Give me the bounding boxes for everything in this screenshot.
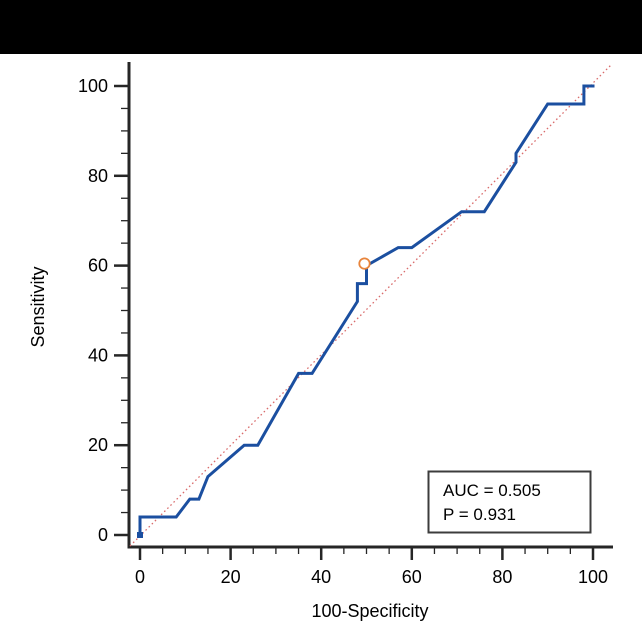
y-tick-label: 0	[98, 525, 108, 545]
operating-point-marker	[358, 257, 371, 270]
auc-annotation-box: AUC = 0.505 P = 0.931	[427, 470, 592, 534]
x-tick-label: 100	[578, 567, 608, 587]
origin-point-marker	[137, 532, 143, 538]
y-tick-label: 40	[88, 345, 108, 365]
p-value-text: P = 0.931	[443, 505, 516, 524]
tick-labels: 0 20 40 60 80 100 0 20 40 60 80 100	[78, 76, 608, 587]
chance-diagonal-line	[129, 63, 613, 547]
roc-curve-line	[138, 84, 595, 537]
y-tick-label: 100	[78, 76, 108, 96]
auc-box-border	[427, 470, 592, 534]
x-axis-title: 100-Specificity	[311, 601, 428, 621]
y-tick-label: 80	[88, 166, 108, 186]
auc-value-text: AUC = 0.505	[443, 481, 541, 500]
y-axis-title: Sensitivity	[28, 266, 48, 347]
y-tick-label: 60	[88, 256, 108, 276]
axes	[114, 62, 613, 560]
x-tick-label: 20	[221, 567, 241, 587]
y-tick-label: 20	[88, 435, 108, 455]
x-tick-label: 60	[402, 567, 422, 587]
x-tick-label: 0	[135, 567, 145, 587]
x-tick-label: 40	[311, 567, 331, 587]
top-black-bar	[0, 0, 642, 54]
x-tick-label: 80	[492, 567, 512, 587]
